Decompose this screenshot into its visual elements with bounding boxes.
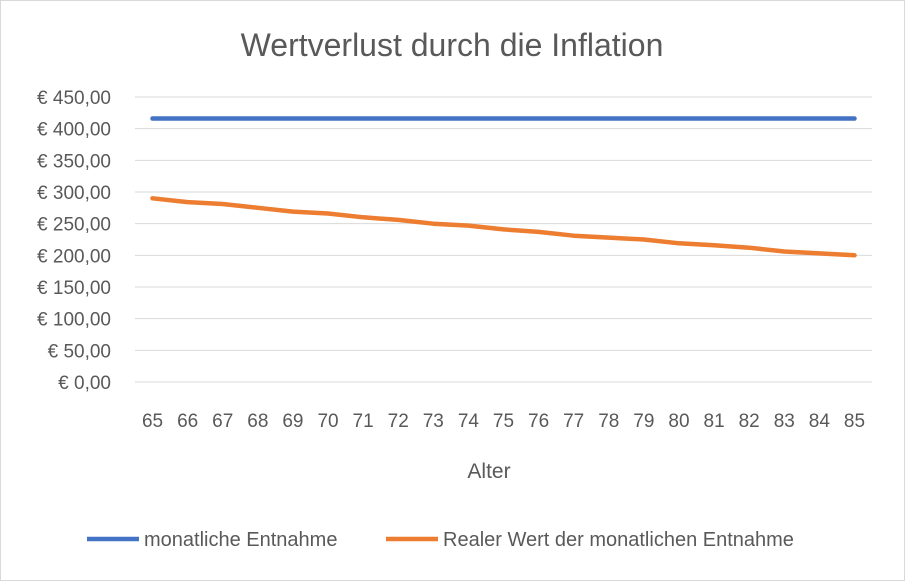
x-tick-label: 72 <box>388 411 409 432</box>
x-tick-label: 77 <box>563 411 584 432</box>
x-tick-label: 66 <box>177 411 198 432</box>
y-tick-label: € 50,00 <box>48 341 111 362</box>
x-tick-label: 79 <box>633 411 654 432</box>
series-lines <box>150 116 857 258</box>
x-tick-label: 68 <box>247 411 268 432</box>
legend: monatliche Entnahme Realer Wert der monat… <box>87 529 794 551</box>
x-tick-label: 85 <box>844 411 865 432</box>
x-tick-label: 65 <box>142 411 163 432</box>
x-tick-label: 70 <box>317 411 338 432</box>
x-tick-label: 76 <box>528 411 549 432</box>
y-tick-label: € 450,00 <box>37 88 111 109</box>
x-tick-label: 78 <box>598 411 619 432</box>
chart-title: Wertverlust durch die Inflation <box>241 27 664 63</box>
gridlines <box>135 96 872 383</box>
y-axis-tick-labels: € 0,00 € 50,00 € 100,00 € 150,00 € 200,00 € 2… <box>37 88 111 394</box>
y-tick-label: € 350,00 <box>37 151 111 172</box>
y-tick-label: € 0,00 <box>58 373 111 394</box>
y-tick-label: € 250,00 <box>37 215 111 236</box>
series-line-2 <box>150 196 857 258</box>
x-tick-label: 82 <box>739 411 760 432</box>
legend-label-1: monatliche Entnahme <box>144 529 337 551</box>
legend-label-2: Realer Wert der monatlichen Entnahme <box>443 529 794 551</box>
y-tick-label: € 150,00 <box>37 278 111 299</box>
x-tick-label: 69 <box>282 411 303 432</box>
x-axis-tick-labels: 65 66 67 68 69 70 71 72 73 74 75 76 77 78 79 80 81 82 83 84… <box>142 411 865 432</box>
x-tick-label: 84 <box>809 411 831 432</box>
x-tick-label: 75 <box>493 411 514 432</box>
x-tick-label: 81 <box>704 411 725 432</box>
x-tick-label: 74 <box>458 411 480 432</box>
x-tick-label: 73 <box>423 411 444 432</box>
y-tick-label: € 200,00 <box>37 246 111 267</box>
x-tick-label: 83 <box>774 411 795 432</box>
x-axis-title: Alter <box>467 460 510 483</box>
x-tick-label: 71 <box>353 411 374 432</box>
y-tick-label: € 300,00 <box>37 183 111 204</box>
x-tick-label: 80 <box>668 411 689 432</box>
x-tick-label: 67 <box>212 411 233 432</box>
y-tick-label: € 400,00 <box>37 120 111 141</box>
y-tick-label: € 100,00 <box>37 310 111 331</box>
